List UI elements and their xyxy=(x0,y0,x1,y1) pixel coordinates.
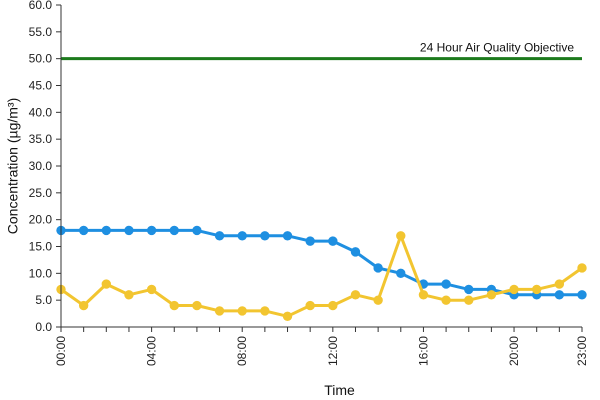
series-2-point xyxy=(577,263,587,273)
series-1-point xyxy=(237,231,247,241)
series-2-point xyxy=(282,311,293,321)
x-axis-title: Time xyxy=(324,382,355,398)
y-tick-label: 55.0 xyxy=(29,25,53,39)
x-tick-label: 23:00 xyxy=(575,336,589,366)
series-2-point xyxy=(418,290,429,300)
series-1-point xyxy=(146,225,157,236)
series-2-point xyxy=(101,279,112,289)
series-2-point xyxy=(350,290,361,300)
series-2-point xyxy=(486,290,497,300)
series-1-point xyxy=(260,231,270,241)
series-line-1 xyxy=(61,228,582,297)
y-tick-label: 50.0 xyxy=(29,52,53,66)
series-2-point xyxy=(124,290,134,300)
series-2-point xyxy=(169,300,179,311)
series-1-point xyxy=(169,225,179,236)
y-tick-label: 15.0 xyxy=(29,240,53,254)
series-2-point xyxy=(214,306,225,316)
series-1-point xyxy=(282,231,293,241)
y-tick-label: 30.0 xyxy=(29,159,53,173)
y-tick-label: 0.0 xyxy=(35,320,52,334)
series-1-point xyxy=(554,290,565,300)
series-1-point xyxy=(124,225,134,236)
x-axis-ticks: 00:00 04:00 08:00 12:00 16:00 20:00 23:00 xyxy=(54,327,589,366)
y-tick-label: 25.0 xyxy=(29,186,53,200)
series-2-point xyxy=(237,306,247,316)
y-tick-label: 10.0 xyxy=(29,266,53,280)
series-1-point xyxy=(441,279,451,289)
series-2-point xyxy=(441,295,451,305)
series-1-point xyxy=(577,290,587,300)
series-2-point xyxy=(396,231,406,241)
series-1-point xyxy=(328,236,338,246)
series-2-point xyxy=(554,279,565,289)
series-1-point xyxy=(464,284,474,295)
y-tick-label: 5.0 xyxy=(35,293,52,307)
y-tick-label: 20.0 xyxy=(29,213,53,227)
series-1-point xyxy=(350,247,361,257)
series-2-point xyxy=(305,300,315,311)
series-2-point xyxy=(531,284,542,295)
series-1-point xyxy=(305,236,315,246)
series-2-point xyxy=(192,300,202,311)
series-2-point xyxy=(328,300,338,311)
series-2-point xyxy=(509,284,519,295)
x-tick-label: 00:00 xyxy=(54,336,68,366)
series-1-point xyxy=(78,225,89,236)
series-1-point xyxy=(214,231,225,241)
y-tick-label: 45.0 xyxy=(29,79,53,93)
series-2-point xyxy=(464,295,474,305)
series-2-point xyxy=(78,300,89,311)
series-2-point xyxy=(146,284,157,295)
x-tick-label: 12:00 xyxy=(326,336,340,366)
series-1-point xyxy=(101,225,112,236)
series-2-point xyxy=(373,295,383,305)
y-axis-title: Concentration (µg/m³) xyxy=(5,98,21,234)
y-tick-label: 35.0 xyxy=(29,132,53,146)
x-tick-label: 16:00 xyxy=(416,336,430,366)
series-1-point xyxy=(396,268,406,279)
y-axis-ticks: 0.0 5.0 10.0 15.0 20.0 25.0 30.0 35.0 40.0 45.0 50… xyxy=(29,0,61,334)
x-tick-label: 04:00 xyxy=(145,336,159,366)
x-tick-label: 08:00 xyxy=(235,336,249,366)
objective-label: 24 Hour Air Quality Objective xyxy=(420,41,574,55)
series-2-point xyxy=(260,306,270,316)
series-1-point xyxy=(373,263,383,273)
series-1-point xyxy=(192,225,202,236)
series-layer xyxy=(56,225,587,321)
y-tick-label: 60.0 xyxy=(29,0,53,12)
series-line-2 xyxy=(60,234,583,318)
x-tick-label: 20:00 xyxy=(507,336,521,366)
y-tick-label: 40.0 xyxy=(29,105,53,119)
